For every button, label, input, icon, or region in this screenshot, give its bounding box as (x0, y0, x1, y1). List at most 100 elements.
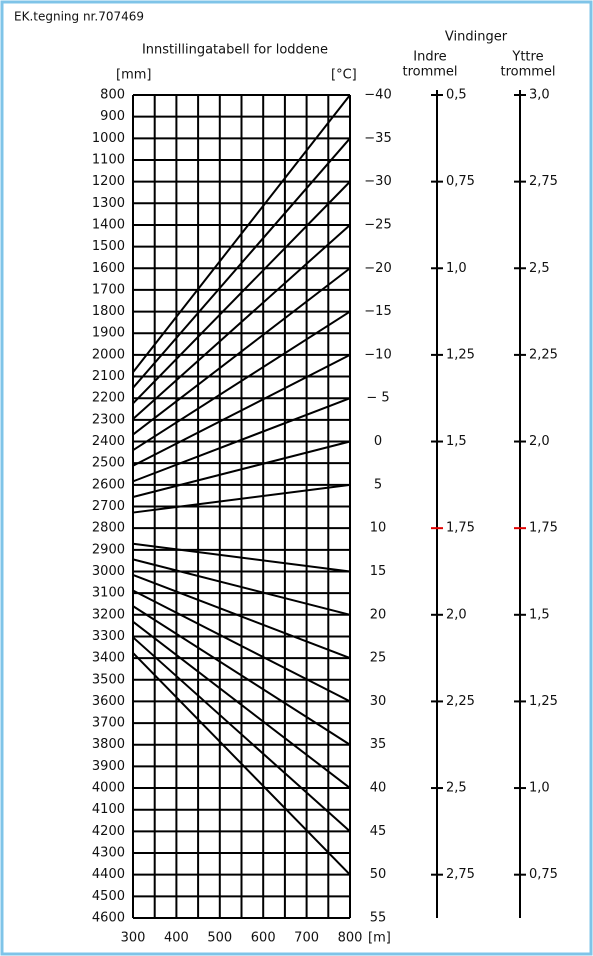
mm-label: 1700 (92, 282, 125, 297)
mm-label: 1900 (92, 326, 125, 341)
temp-line (132, 224, 351, 420)
mm-label: 3800 (92, 737, 125, 752)
temp-line (132, 620, 351, 789)
temp-line (132, 542, 351, 573)
mm-label: 2600 (92, 477, 125, 492)
mm-label: 2800 (92, 521, 125, 536)
temp-label: −10 (364, 347, 391, 362)
mm-label: 2700 (92, 499, 125, 514)
header: EK.tegning nr.707469 (14, 10, 144, 24)
mm-label: 1400 (92, 217, 125, 232)
mm-label: 2000 (92, 347, 125, 362)
mm-label: 1500 (92, 239, 125, 254)
indre-label: 0,5 (446, 88, 467, 103)
mm-label: 2400 (92, 434, 125, 449)
temp-label: 40 (370, 781, 387, 796)
temp-unit: [°C] (331, 68, 357, 83)
temp-label: 0 (374, 434, 382, 449)
temp-line (132, 267, 351, 436)
yttre-title: trommel (500, 65, 555, 80)
indre-label: 2,25 (446, 694, 475, 709)
temp-label: −35 (364, 131, 391, 146)
temp-line (132, 589, 351, 703)
mm-label: 1800 (92, 304, 125, 319)
temp-label: −15 (364, 304, 391, 319)
mm-label: 2500 (92, 456, 125, 471)
mm-label: 2100 (92, 369, 125, 384)
temp-line (132, 605, 351, 746)
indre-label: 0,75 (446, 174, 475, 189)
indre-label: 2,75 (446, 867, 475, 882)
m-label: 400 (164, 931, 189, 946)
indre-title: trommel (402, 65, 457, 80)
mm-label: 3100 (92, 586, 125, 601)
mm-label: 4100 (92, 802, 125, 817)
yttre-label: 2,0 (529, 434, 550, 449)
indre-label: 1,25 (446, 347, 475, 362)
mm-label: 3400 (92, 651, 125, 666)
mm-label: 3900 (92, 759, 125, 774)
yttre-label: 2,75 (529, 174, 558, 189)
mm-label: 3000 (92, 564, 125, 579)
temp-line (132, 94, 351, 373)
mm-label: 2900 (92, 542, 125, 557)
mm-label: 2300 (92, 412, 125, 427)
temp-line (132, 137, 351, 389)
yttre-title: Yttre (511, 50, 543, 65)
mm-label: 4300 (92, 846, 125, 861)
yttre-label: 3,0 (529, 88, 550, 103)
indre-title: Indre (413, 50, 446, 65)
indre-label: 1,75 (446, 521, 475, 536)
yttre-label: 1,0 (529, 781, 550, 796)
mm-label: 2200 (92, 391, 125, 406)
mm-label: 3300 (92, 629, 125, 644)
temp-label: 5 (374, 477, 382, 492)
m-label: 800 (338, 931, 363, 946)
temp-label: 45 (370, 824, 387, 839)
mm-label: 4600 (92, 911, 125, 926)
mm-label: 4200 (92, 824, 125, 839)
mm-label: 3600 (92, 694, 125, 709)
temp-line (132, 397, 351, 483)
temp-label: 15 (370, 564, 387, 579)
m-label: 600 (251, 931, 276, 946)
mm-label: 800 (100, 88, 125, 103)
m-label: 700 (294, 931, 319, 946)
yttre-label: 0,75 (529, 867, 558, 882)
temp-line (132, 652, 351, 876)
temp-line (132, 180, 351, 405)
m-unit: [m] (368, 931, 391, 946)
mm-label: 1200 (92, 174, 125, 189)
mm-label: 4500 (92, 889, 125, 904)
m-label: 300 (121, 931, 146, 946)
mm-unit: [mm] (116, 68, 151, 83)
indre-label: 1,0 (446, 261, 467, 276)
yttre-label: 2,25 (529, 347, 558, 362)
yttre-label: 1,5 (529, 607, 550, 622)
mm-label: 900 (100, 109, 125, 124)
mm-label: 4000 (92, 781, 125, 796)
mm-label: 3200 (92, 607, 125, 622)
indre-label: 2,5 (446, 781, 467, 796)
temp-label: 35 (370, 737, 387, 752)
temp-label: 20 (370, 607, 387, 622)
yttre-label: 1,75 (529, 521, 558, 536)
mm-label: 1600 (92, 261, 125, 276)
temp-line (132, 440, 351, 498)
temp-line (132, 574, 351, 660)
temp-label: 25 (370, 651, 387, 666)
vindinger-title: Vindinger (445, 30, 508, 45)
indre-label: 1,5 (446, 434, 467, 449)
temp-label: −40 (364, 88, 391, 103)
mm-label: 3500 (92, 672, 125, 687)
temp-label: −30 (364, 174, 391, 189)
temp-line (132, 636, 351, 833)
mm-label: 1300 (92, 196, 125, 211)
temp-label: − 5 (366, 391, 389, 406)
temp-label: 50 (370, 867, 387, 882)
mm-label: 1000 (92, 131, 125, 146)
temp-line (132, 310, 351, 452)
temp-label: −20 (364, 261, 391, 276)
